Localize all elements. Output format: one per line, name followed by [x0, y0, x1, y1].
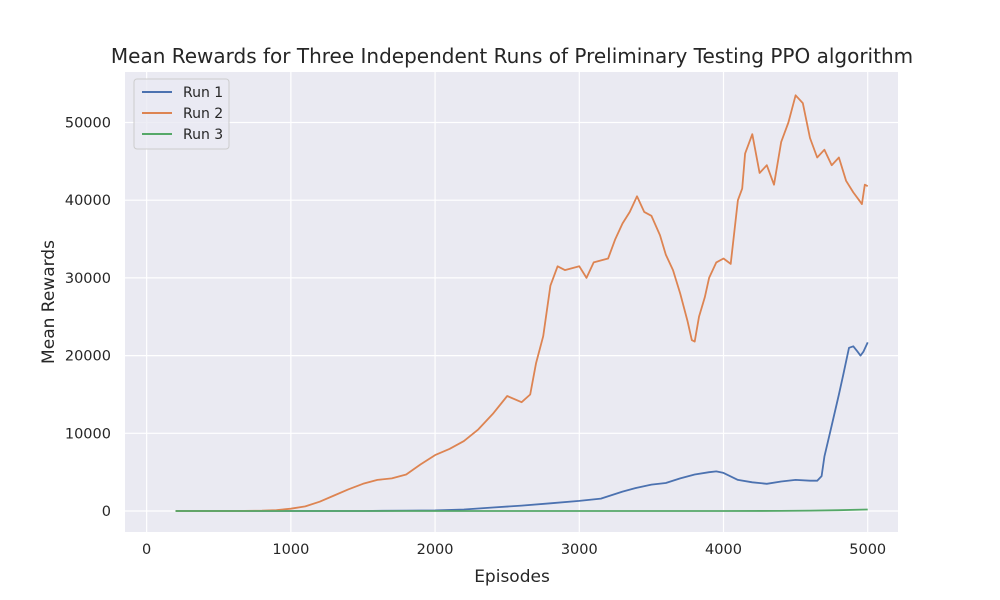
plot-area: [125, 72, 898, 532]
y-tick-label: 0: [102, 504, 111, 520]
y-tick-label: 40000: [65, 193, 111, 209]
chart-title: Mean Rewards for Three Independent Runs …: [111, 44, 913, 68]
y-tick-labels: 0 10000 20000 30000 40000 50000: [65, 116, 111, 521]
x-tick-label: 0: [142, 542, 151, 558]
legend-box: [133, 78, 230, 150]
x-tick-label: 1000: [272, 542, 309, 558]
x-tick-label: 2000: [417, 542, 454, 558]
y-axis-label: Mean Rewards: [39, 240, 59, 364]
series-lines: [175, 94, 869, 512]
series-line-run-2: [175, 94, 869, 512]
x-tick-label: 4000: [705, 542, 742, 558]
series-line-run-1: [175, 342, 869, 512]
y-tick-label: 30000: [65, 271, 111, 287]
legend-label-run-1: Run 1: [183, 85, 223, 101]
x-tick-label: 3000: [561, 542, 598, 558]
x-tick-label: 5000: [849, 542, 886, 558]
y-tick-label: 50000: [65, 116, 111, 132]
legend-label-run-2: Run 2: [183, 106, 223, 122]
y-tick-label: 20000: [65, 349, 111, 365]
x-tick-labels: 0 1000 2000 3000 4000 5000: [142, 542, 886, 558]
x-axis-label: Episodes: [474, 567, 550, 587]
y-tick-label: 10000: [65, 426, 111, 442]
legend-label-run-3: Run 3: [183, 127, 223, 143]
series-line-run-3: [175, 508, 868, 512]
legend: Run 1 Run 2 Run 3: [133, 78, 230, 150]
